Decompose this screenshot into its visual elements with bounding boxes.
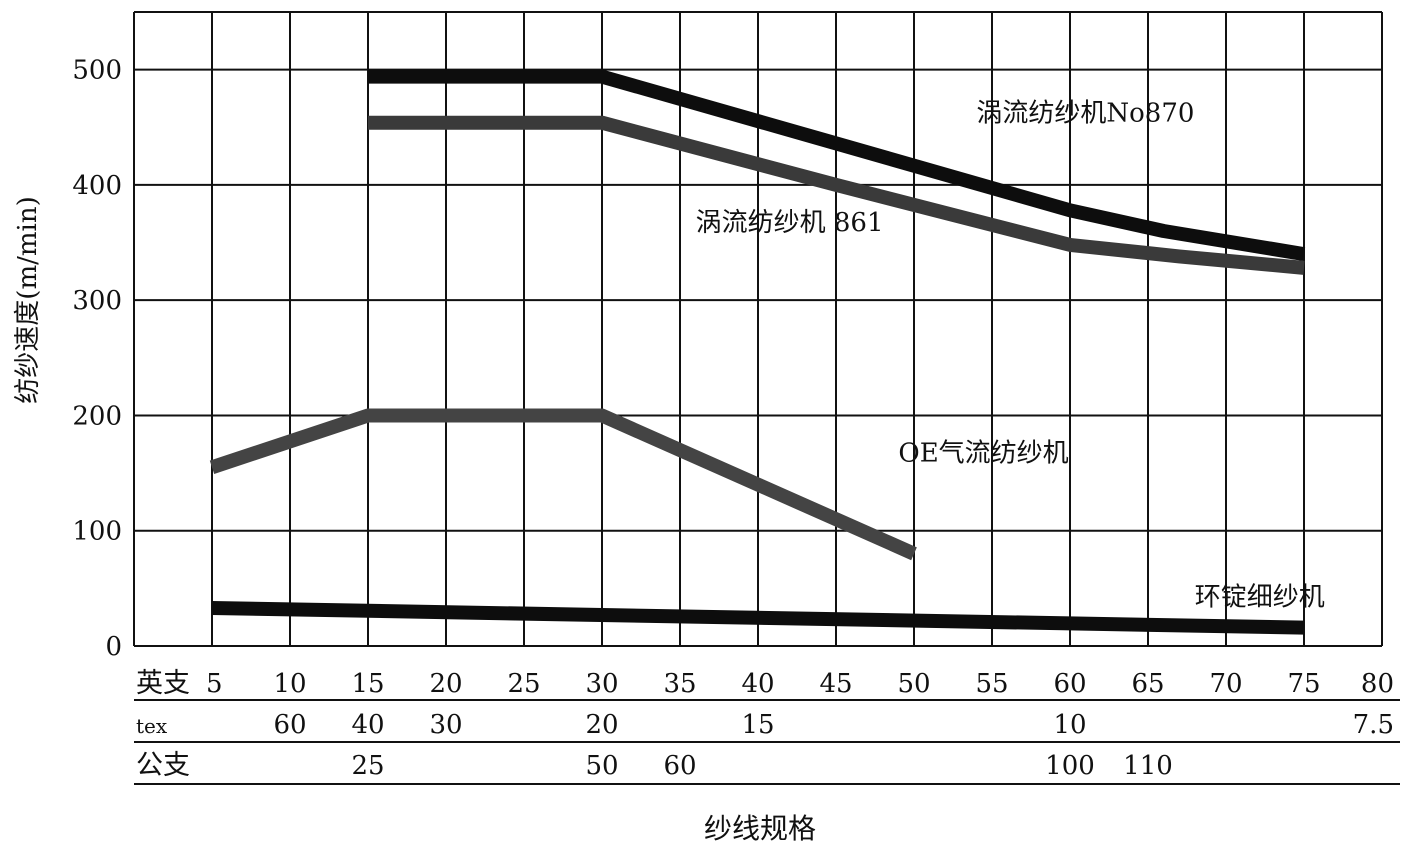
series-label-2: OE气流纺纱机 — [898, 438, 1068, 468]
grid — [133, 11, 1383, 647]
y-tick-label: 200 — [72, 401, 122, 431]
y-axis-label: 纺纱速度(m/min) — [13, 196, 43, 403]
x-axis-label: 纱线规格 — [704, 812, 816, 845]
x-tick-label: 40 — [351, 710, 384, 740]
x-tick-label: 10 — [273, 669, 306, 699]
x-tick-label: 10 — [1053, 710, 1086, 740]
x-tick-label: 15 — [351, 669, 384, 699]
x-tick-label: 80 — [1361, 669, 1394, 699]
x-tick-label: 50 — [897, 669, 930, 699]
x-tick-label: 5 — [206, 669, 223, 699]
x-scale-name: 公支 — [136, 750, 190, 781]
y-tick-label: 300 — [72, 286, 122, 316]
x-tick-label: 60 — [273, 710, 306, 740]
series-line-0 — [368, 69, 1306, 262]
x-axis-scales: 英支 5 10 15 20 25 30 35 40 45 50 55 60 65 70 75 80 tex 60 40… — [134, 668, 1400, 785]
y-tick-label: 500 — [72, 56, 122, 86]
x-tick-label: 35 — [663, 669, 696, 699]
x-tick-label: 60 — [1053, 669, 1086, 699]
x-tick-label: 7.5 — [1353, 710, 1394, 740]
y-axis-ticks: 0 100 200 300 400 500 — [72, 56, 122, 662]
series-line-1 — [368, 115, 1305, 275]
x-scale-name: 英支 — [136, 668, 190, 699]
y-tick-label: 400 — [72, 171, 122, 201]
series-group — [209, 69, 1306, 635]
x-tick-label: 75 — [1287, 669, 1320, 699]
x-tick-label: 25 — [507, 669, 540, 699]
series-label-1: 涡流纺纱机 861 — [696, 208, 884, 238]
x-tick-label: 30 — [429, 710, 462, 740]
x-scale-name: tex — [136, 714, 168, 738]
x-tick-label: 60 — [663, 751, 696, 781]
series-label-3: 环锭细纱机 — [1195, 582, 1325, 612]
series-line-2 — [209, 408, 917, 561]
x-tick-label: 20 — [429, 669, 462, 699]
x-tick-label: 65 — [1131, 669, 1164, 699]
x-tick-label: 40 — [741, 669, 774, 699]
x-tick-label: 110 — [1123, 751, 1173, 781]
series-label-0: 涡流纺纱机No870 — [976, 98, 1194, 128]
x-tick-label: 55 — [975, 669, 1008, 699]
x-tick-label: 30 — [585, 669, 618, 699]
y-tick-label: 0 — [105, 632, 122, 662]
y-tick-label: 100 — [72, 517, 122, 547]
x-tick-label: 50 — [585, 751, 618, 781]
series-line-3 — [211, 601, 1305, 635]
x-tick-label: 70 — [1209, 669, 1242, 699]
x-tick-label: 20 — [585, 710, 618, 740]
x-tick-label: 15 — [741, 710, 774, 740]
x-tick-label: 45 — [819, 669, 852, 699]
x-tick-label: 25 — [351, 751, 384, 781]
x-tick-label: 100 — [1045, 751, 1095, 781]
